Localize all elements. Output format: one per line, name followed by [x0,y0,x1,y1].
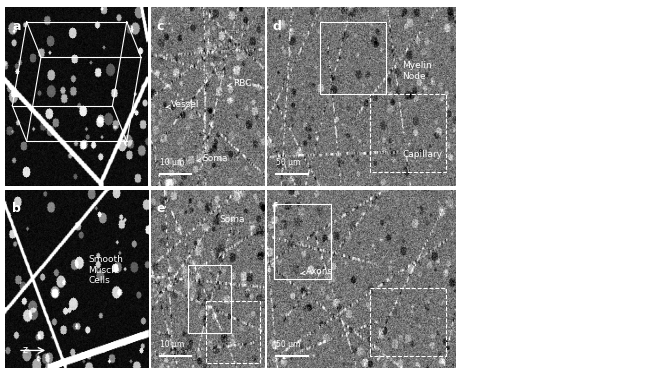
Text: a: a [12,20,21,33]
Bar [370,288,446,356]
Text: 10 μm: 10 μm [160,340,184,349]
Text: 10 μm: 10 μm [160,158,184,167]
Text: d: d [272,20,281,33]
Text: e: e [157,202,165,215]
Text: Capillary: Capillary [402,150,442,160]
Text: Axons: Axons [300,267,333,276]
Bar [370,94,446,172]
Text: f: f [272,202,278,215]
Bar [274,205,331,279]
Text: b: b [12,202,21,215]
Text: 50 μm: 50 μm [276,340,300,349]
Text: z: z [22,346,27,355]
Text: Myelin
Node: Myelin Node [402,61,432,81]
Text: Vessel: Vessel [166,100,200,109]
Text: 50 μm: 50 μm [276,158,300,167]
Bar [320,22,385,94]
Text: c: c [157,20,164,33]
Text: RBC: RBC [227,79,251,88]
Bar [205,301,260,363]
Text: Smooth
Muscle
Cells: Smooth Muscle Cells [88,255,123,285]
Text: Soma: Soma [196,154,227,163]
Text: Soma: Soma [219,215,244,224]
Bar [188,265,231,333]
